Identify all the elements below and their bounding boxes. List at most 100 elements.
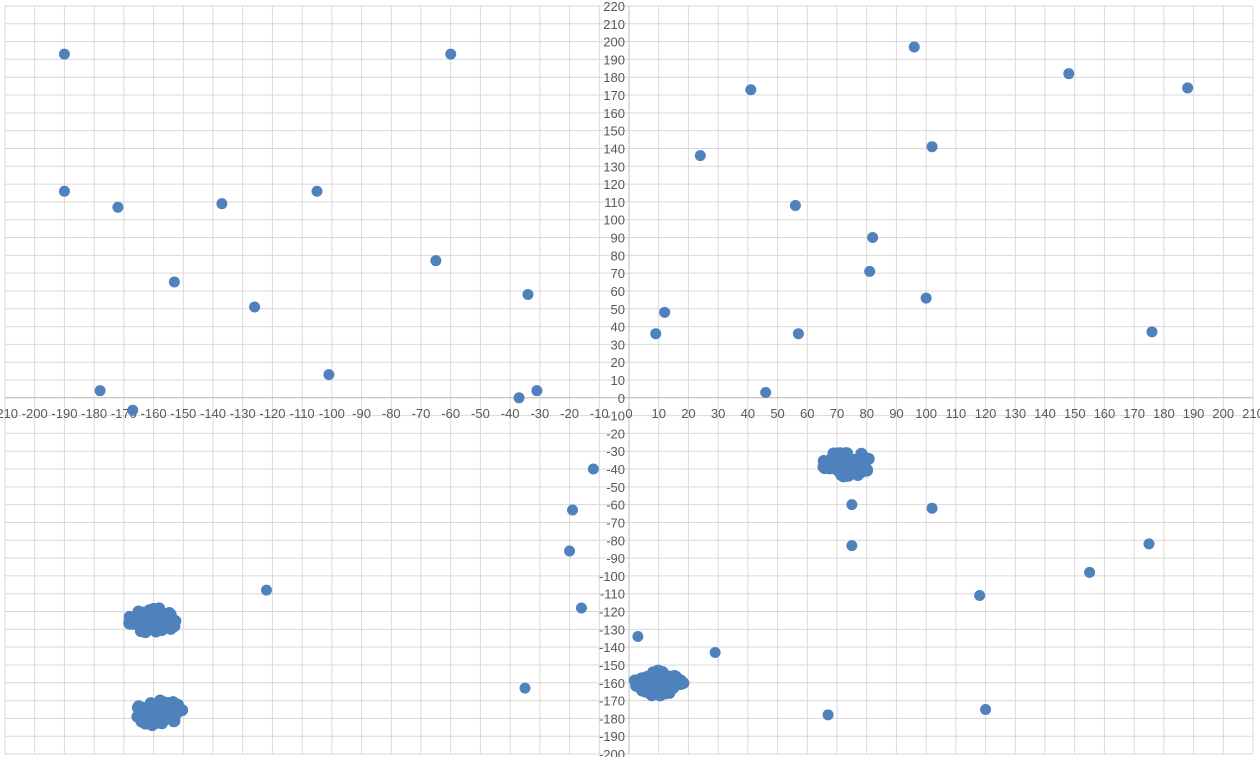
data-point xyxy=(575,602,587,614)
data-point xyxy=(920,292,932,304)
y-tick-label: 180 xyxy=(603,70,625,85)
x-tick-label: -140 xyxy=(200,406,226,421)
x-tick-label: -80 xyxy=(382,406,401,421)
x-tick-label: 0 xyxy=(625,406,632,421)
x-tick-label: -50 xyxy=(471,406,490,421)
data-point xyxy=(1084,566,1096,578)
y-tick-label: 0 xyxy=(618,391,625,406)
y-tick-label: -90 xyxy=(606,551,625,566)
x-tick-label: -150 xyxy=(170,406,196,421)
data-point xyxy=(127,404,139,416)
x-tick-label: -190 xyxy=(51,406,77,421)
x-tick-label: -90 xyxy=(352,406,371,421)
y-tick-label: -70 xyxy=(606,515,625,530)
data-point xyxy=(867,232,879,244)
y-tick-label: -100 xyxy=(599,569,625,584)
y-tick-label: -170 xyxy=(599,694,625,709)
x-tick-label: 70 xyxy=(830,406,844,421)
y-tick-label: 40 xyxy=(611,320,625,335)
y-tick-label: 130 xyxy=(603,159,625,174)
y-tick-label: -30 xyxy=(606,444,625,459)
data-point xyxy=(1182,82,1194,94)
x-tick-label: 90 xyxy=(889,406,903,421)
cluster-point xyxy=(845,453,858,466)
y-tick-label: 170 xyxy=(603,88,625,103)
x-tick-label: 80 xyxy=(859,406,873,421)
data-point xyxy=(1063,68,1075,80)
data-point xyxy=(260,584,272,596)
data-point xyxy=(846,499,858,511)
data-point xyxy=(94,385,106,397)
cluster-point xyxy=(166,697,179,710)
data-point xyxy=(564,545,576,557)
cluster-point xyxy=(827,447,840,460)
y-tick-label: -150 xyxy=(599,658,625,673)
data-points xyxy=(58,41,1194,732)
y-tick-label: -40 xyxy=(606,462,625,477)
data-point xyxy=(789,199,801,211)
x-tick-label: 20 xyxy=(681,406,695,421)
y-tick-label: 30 xyxy=(611,337,625,352)
data-point xyxy=(822,709,834,721)
x-tick-label: 100 xyxy=(915,406,937,421)
x-tick-label: -10 xyxy=(590,406,609,421)
y-tick-label: 20 xyxy=(611,355,625,370)
data-point xyxy=(974,589,986,601)
data-point xyxy=(519,682,531,694)
data-point xyxy=(58,185,70,197)
x-tick-label: 150 xyxy=(1064,406,1086,421)
data-point xyxy=(311,185,323,197)
x-tick-label: -160 xyxy=(141,406,167,421)
data-point xyxy=(760,386,772,398)
cluster-point xyxy=(167,618,180,631)
x-tick-label: -60 xyxy=(441,406,460,421)
data-point xyxy=(445,48,457,60)
y-tick-label: -160 xyxy=(599,676,625,691)
x-tick-label: 110 xyxy=(945,406,966,421)
x-tick-label: -130 xyxy=(230,406,256,421)
y-tick-label: -120 xyxy=(599,605,625,620)
y-tick-label: -200 xyxy=(599,747,625,757)
x-tick-label: -110 xyxy=(290,406,315,421)
data-point xyxy=(430,255,442,267)
cluster-point xyxy=(842,469,855,482)
y-tick-label: 70 xyxy=(611,266,625,281)
data-point xyxy=(249,301,261,313)
x-tick-label: -40 xyxy=(501,406,520,421)
x-tick-label: -100 xyxy=(319,406,345,421)
y-tick-label: -130 xyxy=(599,622,625,637)
data-point xyxy=(567,504,579,516)
y-tick-label: 110 xyxy=(604,195,625,210)
data-point xyxy=(323,369,335,381)
x-tick-label: 160 xyxy=(1094,406,1116,421)
x-tick-label: 30 xyxy=(711,406,725,421)
data-point xyxy=(908,41,920,53)
data-point xyxy=(587,463,599,475)
y-tick-label: -50 xyxy=(606,480,625,495)
x-tick-label: 200 xyxy=(1212,406,1234,421)
data-point xyxy=(216,198,228,210)
y-tick-label: -180 xyxy=(599,711,625,726)
y-tick-label: 100 xyxy=(603,213,625,228)
data-point xyxy=(980,703,992,715)
data-point xyxy=(926,141,938,153)
x-tick-label: 60 xyxy=(800,406,814,421)
x-tick-label: 180 xyxy=(1153,406,1175,421)
cluster-point xyxy=(647,666,660,679)
y-tick-label: 140 xyxy=(603,141,625,156)
data-point xyxy=(846,540,858,552)
cluster-point xyxy=(146,719,159,732)
x-tick-label: -200 xyxy=(22,406,48,421)
x-tick-label: 120 xyxy=(975,406,997,421)
data-point xyxy=(650,328,662,340)
data-point xyxy=(513,392,525,404)
y-tick-label: 60 xyxy=(611,284,625,299)
x-tick-label: 50 xyxy=(770,406,784,421)
x-tick-label: -180 xyxy=(81,406,107,421)
y-tick-label: 210 xyxy=(603,17,625,32)
x-tick-label: 10 xyxy=(651,406,665,421)
data-point xyxy=(632,630,644,642)
cluster-point xyxy=(671,678,684,691)
y-tick-label: 160 xyxy=(603,106,625,121)
